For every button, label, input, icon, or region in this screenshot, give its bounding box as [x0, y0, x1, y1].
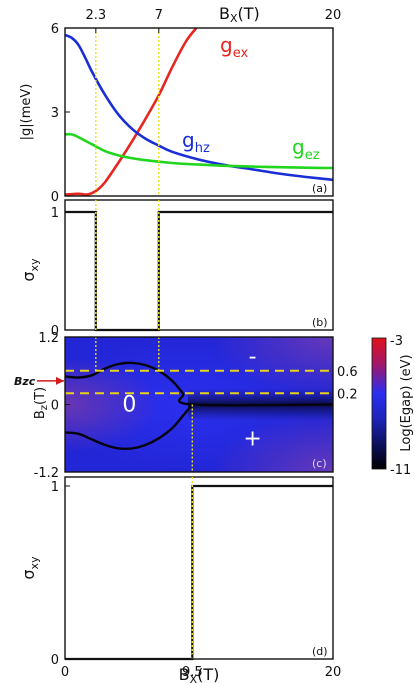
a-top-tick-label: 2.3: [85, 8, 106, 23]
c-heatmap: [65, 337, 333, 472]
c-y-tick-label: 1.2: [38, 331, 59, 346]
d-x-tick-label: 20: [325, 665, 342, 680]
panel-c: -1.201.2 Bz(T) 0-+ 0.60.2 Bzc (c) -3 -11…: [14, 331, 414, 481]
a-legend-gez: gez: [292, 135, 320, 163]
d-y-axis-label: σxy: [19, 556, 41, 580]
c-region-label: -: [249, 345, 257, 370]
d-panel-letter: (d): [312, 645, 328, 658]
a-y-tick-label: 6: [51, 22, 59, 37]
a-vertical-markers: [95, 28, 160, 196]
c-region-label: +: [243, 426, 261, 451]
b-step-line: [65, 210, 333, 332]
c-y-tick-label: -1.2: [34, 466, 59, 481]
panel-a: 0 3 6 2.3 7 20 BX(T) |g|(meV) gex ghz gez (a…: [19, 4, 341, 205]
panel-d: 01 0 9.5 20 σxy BX(T) (d): [19, 476, 341, 683]
c-gap-curve-1: [65, 403, 194, 450]
d-x-ticks: 0 9.5 20: [61, 654, 341, 680]
d-x-axis-label: BX(T): [179, 665, 220, 683]
b-y-axis-label: σxy: [19, 258, 41, 282]
bzc-arrow: Bzc: [14, 375, 64, 388]
c-region-label: 0: [122, 393, 136, 418]
c-y-ticks: -1.2 0 1.2: [34, 331, 70, 481]
a-y-tick-label: 3: [51, 106, 59, 121]
a-axis-frame: [64, 27, 334, 197]
a-series-line-hz: [65, 33, 333, 182]
a-y-axis-label: |g|(meV): [19, 84, 34, 141]
c-marker-label: 0.2: [337, 387, 358, 402]
bzc-label: Bzc: [14, 375, 36, 388]
d-y-tick-label: 1: [51, 480, 59, 495]
c-marker-label: 0.6: [337, 365, 358, 380]
b-y-tick-label: 1: [51, 206, 59, 221]
a-y-tick-label: 0: [51, 190, 59, 205]
b-vertical-markers: [95, 200, 160, 330]
a-top-ticks: 2.3 7 20: [85, 8, 341, 33]
a-series-line-ez: [65, 132, 333, 170]
d-step-line: [65, 484, 333, 661]
c-dashed-markers: [65, 337, 333, 472]
panel-b: 01 σxy (b): [19, 199, 334, 339]
bzc-arrow-head: [56, 376, 64, 385]
a-legend-gex: gex: [220, 33, 248, 61]
d-series-line: [65, 484, 333, 661]
a-top-tick-label: 7: [155, 8, 163, 23]
a-top-axis-label: BX(T): [219, 4, 260, 25]
d-axis-frame: [64, 476, 334, 660]
c-gap-curve-0: [65, 361, 333, 407]
d-y-ticks: 01: [51, 480, 70, 668]
b-y-ticks: 01: [51, 206, 70, 339]
c-panel-letter: (c): [312, 457, 327, 470]
d-x-tick-label: 0: [61, 665, 69, 680]
c-gap-closing-curves: [65, 361, 333, 450]
c-region-labels: 0 - +: [122, 345, 261, 452]
a-legend-ghz: ghz: [182, 128, 210, 156]
colorbar-max-label: -3: [390, 334, 403, 349]
colorbar-min-label: -11: [390, 463, 411, 478]
b-axis-frame: [64, 199, 334, 331]
b-series-line: [65, 210, 333, 332]
colorbar-title: Log(Egap) (eV): [399, 354, 414, 451]
a-panel-letter: (a): [312, 182, 327, 195]
b-panel-letter: (b): [312, 316, 328, 329]
colorbar: [371, 337, 387, 470]
a-y-ticks: 0 3 6: [51, 22, 70, 205]
c-marker-labels: 0.60.2: [337, 365, 358, 403]
c-y-axis-label: Bz(T): [33, 387, 50, 419]
d-y-tick-label: 0: [51, 653, 59, 668]
d-x-tick-label: 9.5: [182, 665, 203, 680]
c-y-tick-label: 0: [51, 399, 59, 414]
a-series-lines: [65, 28, 333, 196]
b-y-tick-label: 0: [51, 324, 59, 339]
a-series-line-ex: [65, 28, 198, 196]
a-top-tick-label: 20: [325, 8, 342, 23]
